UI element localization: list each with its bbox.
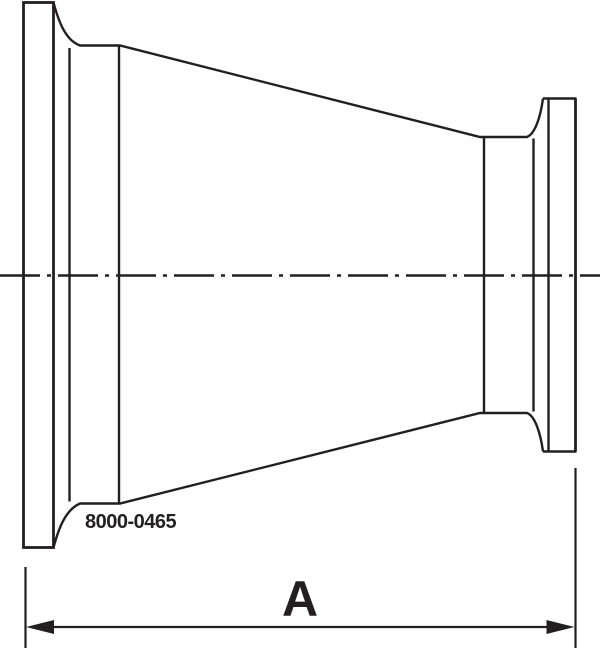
dimension-label: A: [282, 571, 318, 627]
dimension-annotation: A: [24, 468, 577, 648]
arrowhead-left-icon: [26, 620, 54, 634]
left-ferrule-face: [22, 1, 55, 549]
arrowhead-right-icon: [546, 620, 575, 634]
top-profile: [52, 2, 545, 139]
bottom-profile: [52, 411, 545, 548]
part-number-label: 8000-0465: [85, 511, 177, 533]
